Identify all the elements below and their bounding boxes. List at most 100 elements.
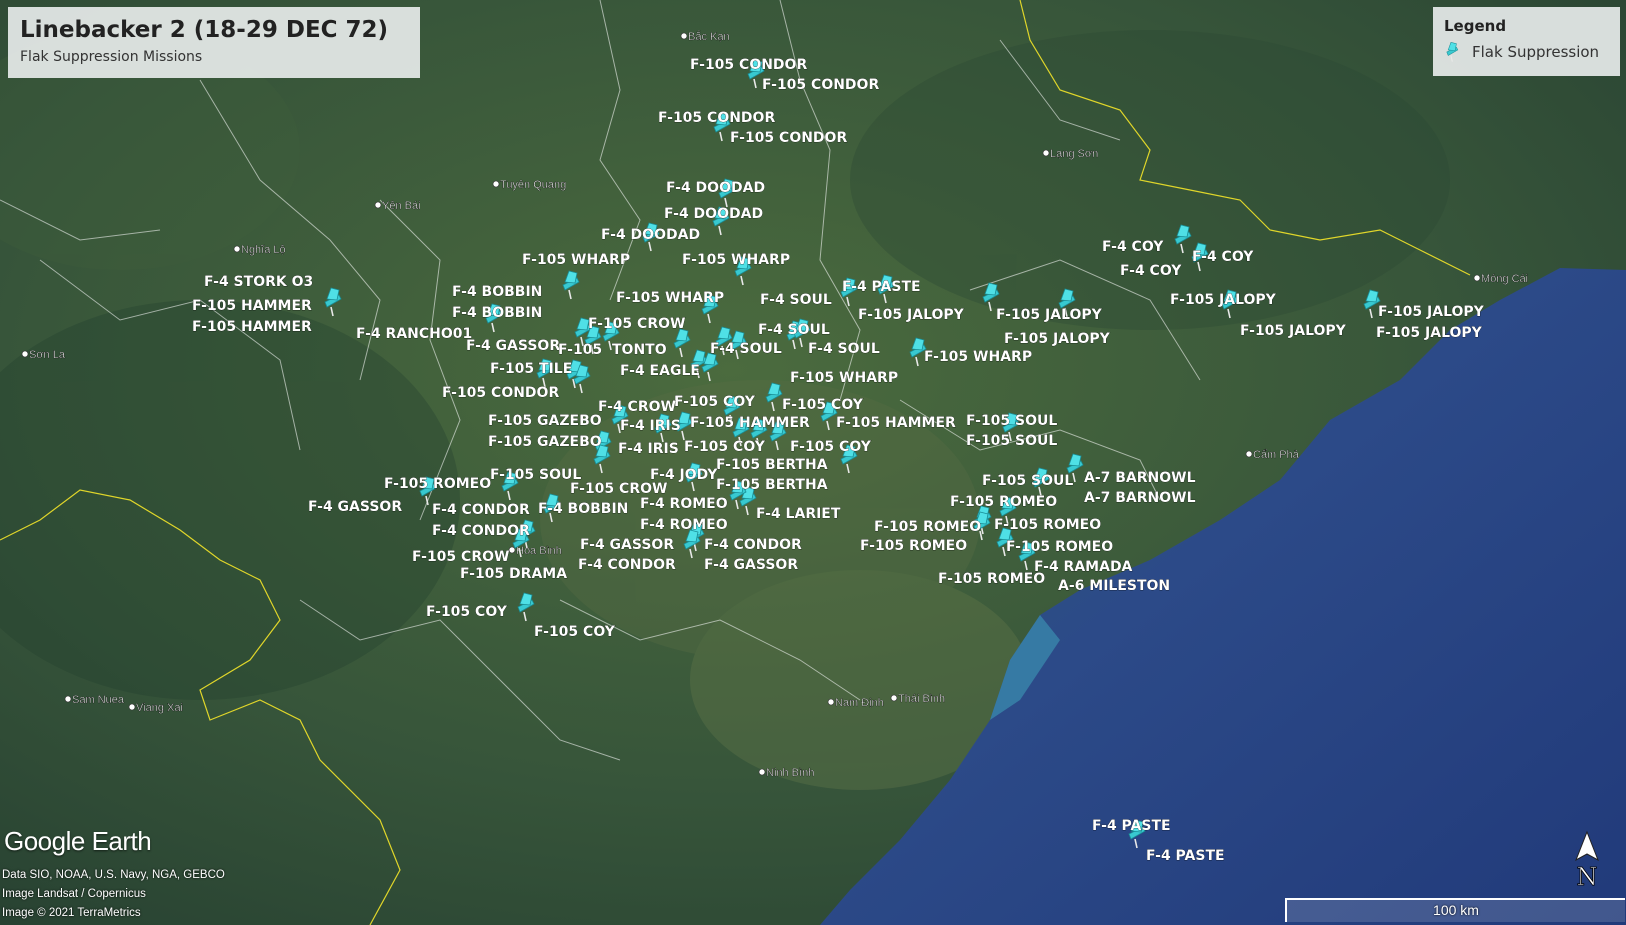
mission-label[interactable]: F-105 CONDOR bbox=[442, 385, 560, 402]
place-dot bbox=[64, 695, 72, 703]
mission-label[interactable]: F-105 JALOPY bbox=[1170, 292, 1277, 309]
place-dot bbox=[233, 245, 241, 253]
mission-label[interactable]: F-105 JALOPY bbox=[1240, 323, 1347, 340]
mission-label[interactable]: F-105 JALOPY bbox=[996, 307, 1103, 324]
mission-label[interactable]: F-105 SOUL bbox=[966, 433, 1058, 450]
mission-label[interactable]: F-105 JALOPY bbox=[1004, 331, 1111, 348]
title-box: Linebacker 2 (18-29 DEC 72) Flak Suppres… bbox=[8, 7, 420, 78]
mission-label[interactable]: F-105 CONDOR bbox=[762, 77, 880, 94]
mission-label[interactable]: A-7 BARNOWL bbox=[1084, 470, 1196, 487]
mission-label[interactable]: TONTO bbox=[612, 342, 667, 359]
mission-label[interactable]: F-105 CROW bbox=[412, 549, 510, 566]
mission-label[interactable]: F-105 TILE bbox=[490, 361, 573, 378]
mission-label[interactable]: F-105 WHARP bbox=[682, 252, 791, 269]
mission-label[interactable]: F-105 SOUL bbox=[490, 467, 582, 484]
mission-label[interactable]: F-4 STORK O3 bbox=[204, 274, 314, 291]
mission-label[interactable]: F-105 ROMEO bbox=[938, 571, 1046, 588]
mission-label[interactable]: F-4 COY bbox=[1102, 239, 1165, 256]
mission-label[interactable]: F-4 SOUL bbox=[710, 341, 782, 358]
mission-label[interactable]: F-105 HAMMER bbox=[192, 298, 313, 315]
credit-line: Data SIO, NOAA, U.S. Navy, NGA, GEBCO bbox=[2, 869, 225, 881]
mission-label[interactable]: F-105 CROW bbox=[588, 316, 686, 333]
mission-label[interactable]: F-105 HAMMER bbox=[690, 415, 811, 432]
mission-label[interactable]: F-105 CONDOR bbox=[690, 57, 808, 74]
mission-label[interactable]: F-4 ROMEO bbox=[640, 496, 728, 513]
mission-label[interactable]: F-105 WHARP bbox=[790, 370, 899, 387]
mission-label[interactable]: F-4 GASSOR bbox=[580, 537, 675, 554]
mission-label[interactable]: F-105 GAZEBO bbox=[488, 413, 602, 430]
mission-label[interactable]: F-4 DOODAD bbox=[601, 227, 701, 244]
mission-label[interactable]: F-4 CROW bbox=[598, 399, 676, 416]
mission-label[interactable]: F-105 JALOPY bbox=[1376, 325, 1483, 342]
north-arrow-icon[interactable]: N bbox=[1572, 830, 1602, 890]
mission-label[interactable]: F-4 CONDOR bbox=[432, 502, 530, 519]
credit-line: Image Landsat / Copernicus bbox=[2, 888, 146, 900]
mission-label[interactable]: F-105 DRAMA bbox=[460, 566, 568, 583]
mission-label[interactable]: F-105 HAMMER bbox=[192, 319, 313, 336]
mission-label[interactable]: F-4 PASTE bbox=[1146, 848, 1225, 865]
mission-label[interactable]: F-4 DOODAD bbox=[664, 206, 764, 223]
mission-label[interactable]: F-105 WHARP bbox=[522, 252, 631, 269]
place-label: Sam Nuea bbox=[72, 694, 125, 706]
mission-label[interactable]: F-105 WHARP bbox=[924, 349, 1033, 366]
mission-label[interactable]: F-4 LARIET bbox=[756, 506, 841, 523]
mission-label[interactable]: F-4 GASSOR bbox=[466, 338, 561, 355]
mission-label[interactable]: F-105 COY bbox=[684, 439, 766, 456]
mission-label[interactable]: F-105 CONDOR bbox=[730, 130, 848, 147]
mission-label[interactable]: F-4 SOUL bbox=[808, 341, 880, 358]
mission-label[interactable]: F-4 RAMADA bbox=[1034, 559, 1133, 576]
place-dot bbox=[128, 703, 136, 711]
mission-label[interactable]: F-4 BOBBIN bbox=[538, 501, 629, 518]
mission-label[interactable]: F-105 ROMEO bbox=[874, 519, 982, 536]
mission-label[interactable]: F-105 BERTHA bbox=[716, 477, 828, 494]
mission-label[interactable]: F-105 JALOPY bbox=[858, 307, 965, 324]
mission-label[interactable]: F-4 SOUL bbox=[758, 322, 830, 339]
mission-label[interactable]: F-4 EAGLE bbox=[620, 363, 700, 380]
mission-label[interactable]: F-4 DOODAD bbox=[666, 180, 766, 197]
mission-label[interactable]: F-4 BOBBIN bbox=[452, 305, 543, 322]
mission-label[interactable]: F-105 COY bbox=[426, 604, 508, 621]
mission-label[interactable]: F-105 COY bbox=[534, 624, 616, 641]
mission-label[interactable]: F-105 COY bbox=[790, 439, 872, 456]
mission-label[interactable]: F-4 PASTE bbox=[842, 279, 921, 296]
mission-label[interactable]: F-105 ROMEO bbox=[384, 476, 492, 493]
mission-label[interactable]: F-105 ROMEO bbox=[860, 538, 968, 555]
mission-label[interactable]: F-105 ROMEO bbox=[1006, 539, 1114, 556]
mission-label[interactable]: F-4 IRIS bbox=[620, 418, 681, 435]
mission-label[interactable]: F-4 CONDOR bbox=[704, 537, 802, 554]
mission-label[interactable]: F-105 HAMMER bbox=[836, 415, 957, 432]
mission-label[interactable]: F-4 GASSOR bbox=[308, 499, 403, 516]
mission-label[interactable]: F-105 ROMEO bbox=[994, 517, 1102, 534]
mission-label[interactable]: F-4 COY bbox=[1120, 263, 1183, 280]
mission-label[interactable]: F-4 IRIS bbox=[618, 441, 679, 458]
mission-label[interactable]: F-4 CONDOR bbox=[578, 557, 676, 574]
mission-label[interactable]: F-4 COY bbox=[1192, 249, 1255, 266]
mission-label[interactable]: F-4 BOBBIN bbox=[452, 284, 543, 301]
mission-label[interactable]: F-4 SOUL bbox=[760, 292, 832, 309]
place-label: Cẩm Phả bbox=[1253, 449, 1300, 461]
mission-label[interactable]: A-6 MILESTON bbox=[1058, 578, 1171, 595]
mission-label[interactable]: F-105 JALOPY bbox=[1378, 304, 1485, 321]
mission-label[interactable]: F-105 WHARP bbox=[616, 290, 725, 307]
mission-label[interactable]: F-4 RANCHO01 bbox=[356, 326, 473, 343]
place-dot bbox=[680, 32, 688, 40]
mission-label[interactable]: F-105 SOUL bbox=[982, 473, 1074, 490]
mission-label[interactable]: F-105 SOUL bbox=[966, 413, 1058, 430]
mission-label[interactable]: F-4 CONDOR bbox=[432, 523, 530, 540]
mission-label[interactable]: F-4 PASTE bbox=[1092, 818, 1171, 835]
mission-label[interactable]: F-105 ROMEO bbox=[950, 494, 1058, 511]
mission-label[interactable]: F-4 GASSOR bbox=[704, 557, 799, 574]
mission-label[interactable]: F-4 ROMEO bbox=[640, 517, 728, 534]
mission-label[interactable]: F-105 bbox=[558, 342, 603, 359]
mission-label[interactable]: F-105 CROW bbox=[570, 481, 668, 498]
mission-label[interactable]: F-105 COY bbox=[782, 397, 864, 414]
mission-label[interactable]: F-105 BERTHA bbox=[716, 457, 828, 474]
legend-title: Legend bbox=[1444, 17, 1507, 35]
map-subtitle: Flak Suppression Missions bbox=[20, 49, 203, 65]
mission-label[interactable]: F-105 CONDOR bbox=[658, 110, 776, 127]
mission-label[interactable]: F-4 JODY bbox=[650, 467, 719, 484]
mission-label[interactable]: A-7 BARNOWL bbox=[1084, 490, 1196, 507]
mission-label[interactable]: F-105 COY bbox=[674, 394, 756, 411]
mission-label[interactable]: F-105 GAZEBO bbox=[488, 434, 602, 451]
